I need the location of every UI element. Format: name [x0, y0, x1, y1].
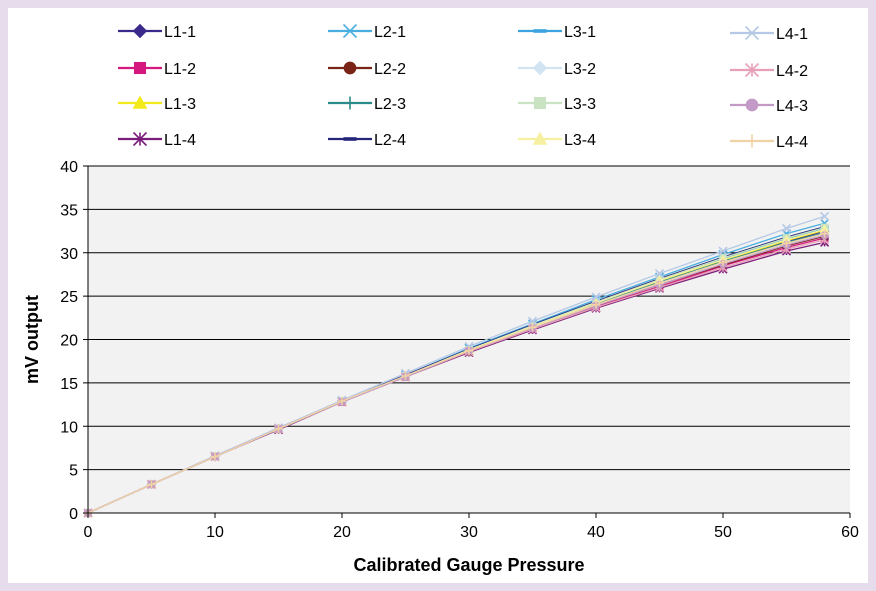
data-point: [401, 371, 410, 380]
y-tick-label: 0: [69, 506, 78, 523]
data-point: [781, 223, 792, 234]
legend-label: L3-2: [564, 61, 596, 78]
legend-label: L1-3: [164, 96, 196, 113]
legend-item: L1-1: [118, 23, 196, 41]
y-tick-label: 15: [60, 376, 78, 393]
legend-label: L2-1: [374, 24, 406, 41]
legend-item: L4-2: [730, 62, 808, 80]
legend-item: L1-3: [118, 95, 196, 113]
legend-marker: [342, 23, 358, 39]
y-tick-label: 35: [60, 202, 78, 219]
legend-label: L3-1: [564, 24, 596, 41]
data-point: [527, 316, 538, 326]
legend-item: L3-4: [518, 131, 596, 149]
x-axis-ticks: 0 10 20 30 40 50 60: [84, 513, 859, 541]
legend: L1-1 L1-2 L1-3 L1-4 L2-1 L2-2 L2-3 L2-4 L3-1 L3-2…: [118, 23, 808, 151]
series-layer: [83, 211, 830, 518]
y-tick-label: 25: [60, 289, 78, 306]
x-axis-title: Calibrated Gauge Pressure: [353, 555, 584, 575]
legend-item: L4-4: [730, 134, 808, 151]
legend-label: L4-4: [776, 134, 808, 151]
data-point: [719, 258, 727, 267]
legend-item: L3-3: [518, 96, 596, 113]
legend-item: L3-2: [518, 60, 596, 78]
legend-marker: [533, 29, 547, 33]
chart-frame: L1-1 L1-2 L1-3 L1-4 L2-1 L2-2 L2-3 L2-4 L3-1 L3-2…: [8, 8, 868, 583]
legend-marker: [343, 96, 357, 110]
legend-marker: [132, 131, 148, 147]
data-point: [654, 269, 665, 279]
legend-label: L1-2: [164, 61, 196, 78]
y-tick-label: 30: [60, 246, 78, 263]
legend-label: L3-4: [564, 132, 596, 149]
y-tick-label: 5: [69, 463, 78, 480]
legend-marker: [745, 134, 759, 148]
x-tick-label: 30: [460, 524, 478, 541]
legend-item: L2-3: [328, 96, 406, 113]
x-tick-label: 40: [587, 524, 605, 541]
y-tick-label: 20: [60, 333, 78, 350]
legend-marker: [744, 62, 760, 78]
legend-marker: [532, 60, 548, 76]
legend-item: L1-4: [118, 131, 196, 149]
legend-item: L2-4: [328, 132, 406, 149]
x-tick-label: 10: [206, 524, 224, 541]
data-point: [592, 300, 600, 309]
data-point: [591, 292, 601, 302]
x-tick-label: 0: [84, 524, 93, 541]
legend-marker: [132, 95, 148, 109]
y-axis-ticks: 0 5 10 15 20 25 30 35 40: [60, 159, 88, 523]
legend-label: L2-4: [374, 132, 406, 149]
line-chart: L1-1 L1-2 L1-3 L1-4 L2-1 L2-2 L2-3 L2-4 L3-1 L3-2…: [22, 23, 859, 575]
x-tick-label: 60: [841, 524, 859, 541]
legend-label: L4-2: [776, 63, 808, 80]
legend-label: L1-4: [164, 132, 196, 149]
data-point: [655, 279, 664, 288]
legend-item: L2-1: [328, 23, 406, 41]
legend-marker: [343, 61, 357, 75]
legend-label: L3-3: [564, 96, 596, 113]
legend-label: L4-1: [776, 26, 808, 43]
legend-marker: [532, 131, 548, 145]
data-point: [820, 211, 830, 221]
data-point: [718, 246, 728, 256]
legend-marker: [745, 98, 759, 112]
legend-label: L4-3: [776, 98, 808, 115]
legend-marker: [744, 25, 760, 41]
legend-item: L3-1: [518, 24, 596, 41]
y-tick-label: 10: [60, 419, 78, 436]
data-point: [782, 239, 791, 248]
legend-item: L1-2: [118, 61, 196, 78]
legend-item: L4-3: [730, 98, 808, 115]
data-point: [147, 480, 156, 489]
data-point: [820, 229, 829, 238]
x-tick-label: 50: [714, 524, 732, 541]
legend-item: L2-2: [328, 61, 406, 78]
legend-label: L2-3: [374, 96, 406, 113]
legend-marker: [533, 96, 547, 110]
y-tick-label: 40: [60, 159, 78, 176]
legend-marker: [133, 61, 147, 75]
legend-marker: [343, 137, 357, 141]
series-L4-4: [84, 229, 829, 517]
data-point: [338, 397, 346, 406]
y-axis-title: mV output: [22, 295, 42, 384]
legend-label: L1-1: [164, 24, 196, 41]
data-point: [528, 323, 537, 332]
gridlines: [88, 165, 850, 471]
data-point: [274, 424, 283, 433]
legend-label: L2-2: [374, 61, 406, 78]
data-point: [465, 346, 473, 355]
legend-marker: [132, 23, 148, 39]
legend-item: L4-1: [730, 25, 808, 43]
x-tick-label: 20: [333, 524, 351, 541]
data-point: [211, 452, 219, 461]
